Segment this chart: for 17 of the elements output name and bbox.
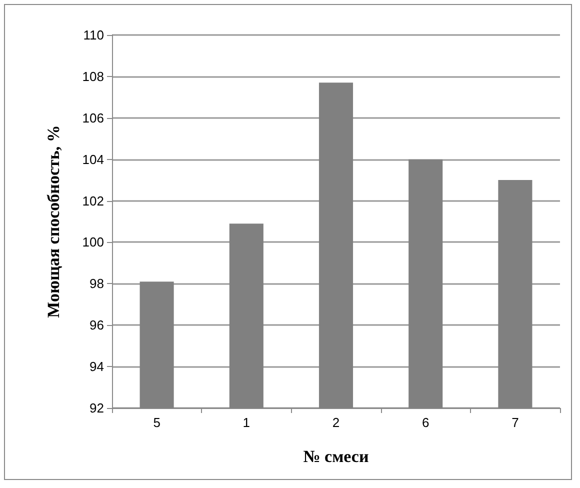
y-tick-label: 104 [82,152,104,167]
y-axis-title: Моющая способность, % [44,125,63,318]
y-tick-label: 100 [82,234,104,250]
y-tick-label: 92 [90,400,104,416]
y-tick-label: 96 [90,318,104,333]
y-tick-label: 110 [83,28,104,42]
y-tick-label: 94 [90,359,104,374]
x-tick-label: 2 [332,415,340,430]
y-tick-label: 106 [82,110,104,126]
x-axis-title: № смеси [303,447,369,466]
x-tick-label: 1 [242,415,250,430]
x-tick-label: 5 [153,415,160,430]
y-tick-label: 108 [82,68,104,84]
x-tick-label: 6 [422,415,430,430]
x-tick-label: 7 [512,415,519,430]
y-tick-label: 102 [82,193,104,208]
y-tick-label: 98 [90,276,104,292]
